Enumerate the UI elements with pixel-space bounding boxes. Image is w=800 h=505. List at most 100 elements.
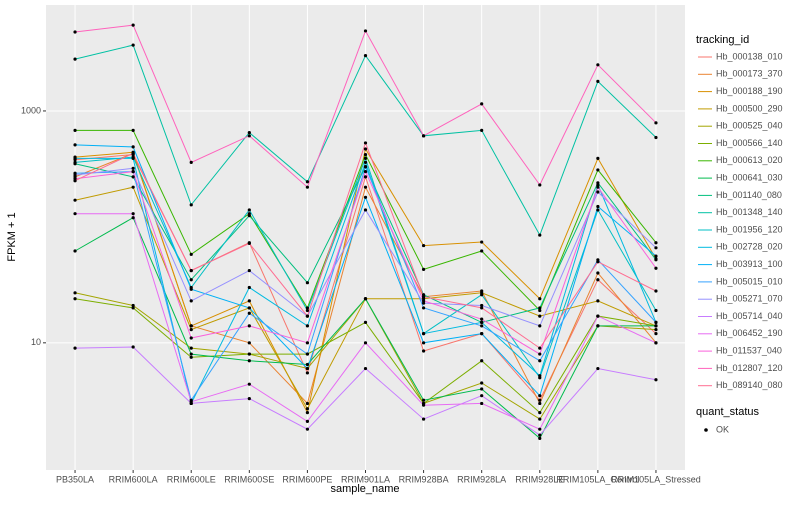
- point: [421, 299, 426, 303]
- point: [305, 314, 310, 318]
- point: [363, 153, 368, 157]
- legend-label: Hb_003913_100: [716, 259, 783, 269]
- point: [421, 243, 426, 248]
- point: [654, 320, 658, 325]
- point: [654, 324, 658, 328]
- legend-label: Hb_001140_080: [716, 190, 782, 200]
- point: [538, 394, 542, 398]
- point: [538, 308, 542, 313]
- point: [596, 63, 600, 67]
- legend-label: Hb_006452_190: [716, 328, 783, 338]
- x-tick-label: RRIM901LA: [341, 474, 390, 484]
- point: [596, 260, 600, 264]
- point: [421, 332, 426, 336]
- x-tick-label: RRIM600PE: [282, 474, 332, 484]
- point: [247, 306, 251, 310]
- shape-legend-title: quant_status: [696, 406, 759, 418]
- point: [247, 311, 251, 315]
- point: [73, 212, 77, 216]
- point: [654, 246, 658, 250]
- legend-label: Hb_005714_040: [716, 311, 783, 321]
- point: [305, 371, 310, 375]
- legend-label: Hb_001956_120: [716, 224, 783, 234]
- point: [131, 175, 135, 179]
- point: [305, 407, 310, 411]
- point: [189, 400, 193, 404]
- point: [480, 394, 484, 398]
- point: [189, 352, 193, 356]
- point: [247, 352, 251, 356]
- point: [480, 320, 484, 325]
- point: [538, 359, 542, 363]
- point: [73, 143, 77, 147]
- point: [654, 328, 658, 332]
- legend-label: Hb_000525_040: [716, 121, 783, 131]
- point: [73, 249, 77, 253]
- point: [189, 328, 193, 332]
- point: [305, 306, 310, 310]
- point: [247, 324, 251, 328]
- point: [421, 134, 426, 138]
- legend-label: Hb_005271_070: [716, 294, 783, 304]
- point: [421, 295, 426, 299]
- x-tick-label: RRIM600SE: [224, 474, 274, 484]
- point: [131, 185, 135, 189]
- point: [538, 374, 542, 378]
- point: [305, 180, 310, 184]
- point: [480, 293, 484, 297]
- point: [596, 314, 600, 318]
- legend-label: Hb_000173_370: [716, 69, 783, 79]
- y-tick-label: 10: [31, 337, 41, 347]
- point: [596, 168, 600, 172]
- point: [538, 346, 542, 350]
- point: [538, 297, 542, 301]
- legend-label: Hb_000641_030: [716, 172, 783, 182]
- point: [131, 43, 135, 47]
- point: [189, 324, 193, 328]
- point: [654, 266, 658, 270]
- point: [363, 185, 368, 189]
- point: [305, 366, 310, 371]
- point: [131, 306, 135, 310]
- point: [538, 306, 542, 310]
- legend-label: Hb_000138_010: [716, 51, 783, 61]
- point: [131, 303, 135, 308]
- point: [363, 147, 368, 151]
- shape-legend-label: OK: [716, 424, 729, 434]
- shape-legend-key: [704, 428, 708, 432]
- x-tick-label: RRIM600LA: [109, 474, 158, 484]
- point: [73, 297, 77, 301]
- point: [480, 306, 484, 310]
- point: [363, 54, 368, 58]
- point: [538, 427, 542, 431]
- point: [305, 281, 310, 285]
- point: [654, 341, 658, 345]
- point: [247, 341, 251, 345]
- point: [596, 208, 600, 212]
- point: [596, 324, 600, 328]
- point: [596, 204, 600, 209]
- point: [421, 417, 426, 421]
- point: [421, 398, 426, 402]
- point: [363, 297, 368, 301]
- legend-label: Hb_000500_290: [716, 103, 783, 113]
- point: [305, 411, 310, 415]
- point: [247, 359, 251, 363]
- point: [596, 156, 600, 160]
- point: [73, 173, 77, 177]
- x-tick-label: RRIM928LA: [457, 474, 506, 484]
- point: [189, 252, 193, 256]
- legend-label: Hb_001348_140: [716, 207, 783, 217]
- point: [596, 278, 600, 282]
- point: [73, 30, 77, 34]
- point: [654, 378, 658, 382]
- legend-label: Hb_000566_140: [716, 138, 783, 148]
- point: [305, 362, 310, 367]
- point: [596, 299, 600, 303]
- point: [73, 156, 77, 160]
- point: [131, 151, 135, 156]
- point: [480, 240, 484, 244]
- point: [189, 299, 193, 303]
- point: [247, 214, 251, 218]
